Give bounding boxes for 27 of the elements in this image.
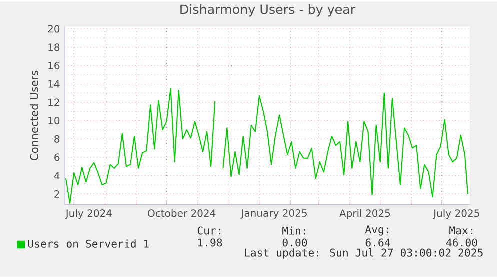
y-tick-label: 4	[54, 172, 60, 180]
y-tick-label: 12	[48, 98, 60, 106]
y-axis-title: Connected Users	[30, 71, 38, 161]
x-tick-label: January 2025	[240, 210, 307, 220]
y-tick-label: 10	[48, 117, 60, 125]
text: Max:	[450, 226, 472, 235]
text: Min:	[282, 226, 306, 235]
y-tick-label: 6	[54, 154, 60, 162]
y-tick-label: 2	[54, 190, 60, 198]
text: 6.64	[366, 238, 390, 247]
text: Avg:	[365, 226, 388, 236]
y-tick-label: 14	[48, 80, 60, 88]
text: 46.00	[446, 238, 478, 247]
y-tick-label: 16	[48, 62, 60, 70]
text: 0.00	[282, 238, 308, 247]
y-tick-label: 8	[54, 135, 60, 144]
legend-label: Users on Serverid 1	[28, 240, 149, 248]
y-tick-label: 20	[48, 25, 60, 33]
x-tick-label: July 2024	[65, 210, 112, 220]
text: Cur:	[198, 226, 220, 235]
chart-title: Disharmony Users - by year	[180, 4, 356, 17]
x-tick-label: July 2025	[433, 210, 480, 220]
x-tick-label: October 2024	[148, 210, 216, 218]
x-tick-label: April 2025	[340, 210, 390, 220]
text: 1.98	[198, 238, 222, 247]
y-tick-label: 18	[48, 44, 60, 52]
text: Last update: Sun Jul 27 03:00:02 2025	[245, 248, 483, 260]
